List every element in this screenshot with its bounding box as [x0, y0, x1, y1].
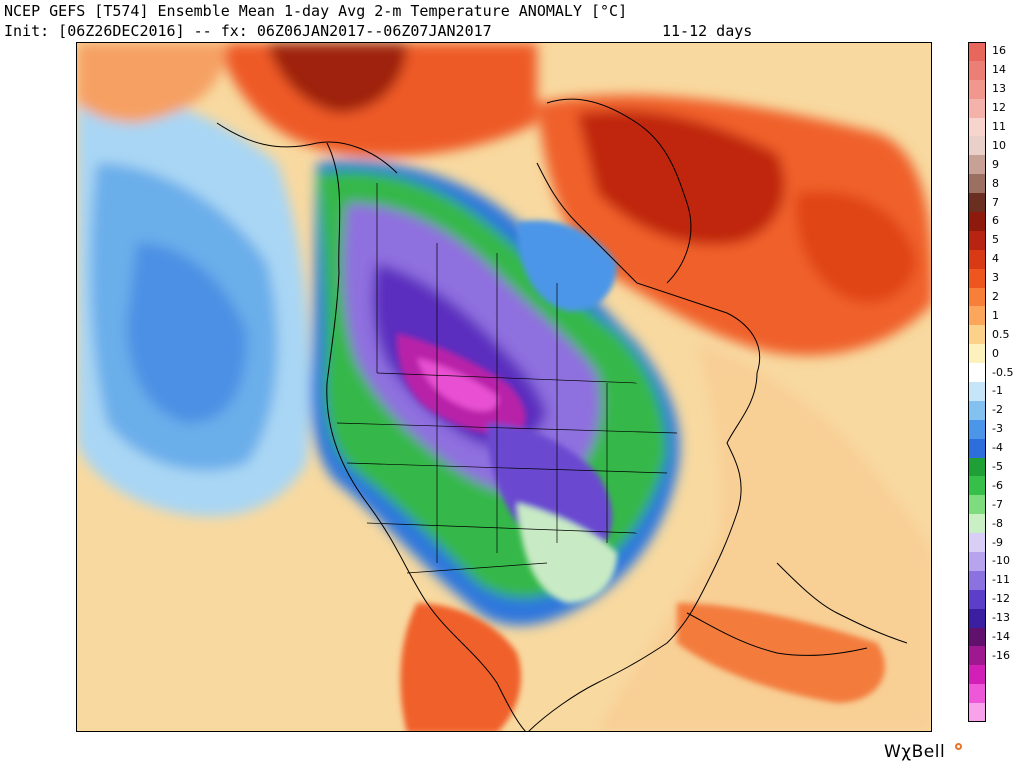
legend-label: 12: [992, 101, 1006, 115]
legend-label: -6: [992, 478, 1003, 492]
legend-label: 8: [992, 176, 999, 190]
legend-label: -12: [992, 592, 1010, 606]
coastlines: [216, 98, 908, 731]
legend-label: 7: [992, 195, 999, 209]
legend-label: 16: [992, 44, 1006, 58]
init-forecast-time: Init: [06Z26DEC2016] -- fx: 06Z06JAN2017…: [4, 22, 492, 40]
anomaly-field: [77, 43, 931, 731]
legend-label: -5: [992, 460, 1003, 473]
legend-label: 3: [992, 271, 999, 285]
legend-label: -2: [992, 403, 1003, 417]
lead-time-range: 11-12 days: [662, 22, 753, 40]
legend-label: -14: [992, 630, 1010, 643]
color-scale-legend: 16 14 13 12 11 10 9 8 7 6 5 4 3 2 1 0.5 0 -0.5 -1 -2 -3 -4 -5 -…: [968, 42, 1024, 723]
legend-label: -13: [992, 611, 1010, 625]
legend-label: 2: [992, 290, 999, 303]
legend-label: -3: [992, 422, 1003, 436]
legend-label: 10: [992, 138, 1006, 152]
legend-label: -7: [992, 497, 1003, 511]
legend-label: -9: [992, 535, 1003, 549]
legend-label: -8: [992, 516, 1003, 530]
legend-label: 5: [992, 233, 999, 247]
legend-label: 0: [992, 346, 999, 360]
borders: [336, 183, 678, 574]
brand-logo: WχBell: [884, 742, 946, 762]
legend-label: 1: [992, 308, 999, 322]
legend-label: 4: [992, 252, 999, 266]
legend-label: 14: [992, 63, 1006, 77]
legend-label: -11: [992, 573, 1010, 587]
brand-dot-icon: [955, 743, 962, 750]
map-title: NCEP GEFS [T574] Ensemble Mean 1-day Avg…: [4, 2, 628, 20]
legend-label: -10: [992, 554, 1010, 568]
legend-label: -1: [992, 384, 1003, 398]
legend-label: 9: [992, 157, 999, 171]
legend-border: [968, 42, 986, 722]
legend-label: 6: [992, 214, 999, 228]
legend-label: 0.5: [992, 327, 1010, 341]
temperature-anomaly-map: [76, 42, 932, 732]
legend-label: -4: [992, 441, 1003, 455]
legend-label: -0.5: [992, 365, 1014, 379]
legend-label: -16: [992, 648, 1010, 662]
legend-label: 11: [992, 120, 1006, 133]
legend-label: 13: [992, 82, 1006, 96]
